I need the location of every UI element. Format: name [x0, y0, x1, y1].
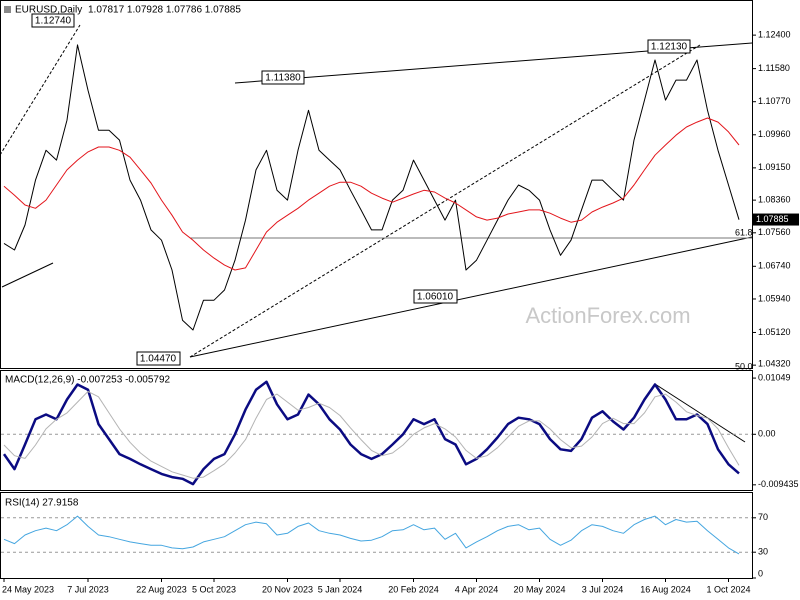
- annotation-box: [647, 39, 691, 54]
- annotation: 1.11380: [265, 73, 301, 84]
- current-price: 1.07885: [756, 214, 789, 224]
- y-tick-label: 0.00: [758, 429, 776, 439]
- x-tick-label: 1 Oct 2024: [706, 584, 750, 594]
- series-line: [3, 515, 740, 555]
- macd-panel: [0, 370, 753, 491]
- annotation: 1.04470: [140, 354, 177, 365]
- y-tick-label: -0.009435: [758, 479, 799, 489]
- trendline: [0, 24, 81, 156]
- rsi-panel: [0, 492, 753, 579]
- y-tick-label: 0: [758, 568, 763, 578]
- y-tick-label: 1.06740: [758, 261, 791, 271]
- x-tick-label: 20 Feb 2024: [388, 584, 439, 594]
- x-tick-label: 3 Jul 2024: [582, 584, 624, 594]
- annotation-box: [261, 70, 305, 85]
- y-tick-label: 1.12400: [758, 30, 791, 40]
- y-tick-label: 1.08360: [758, 195, 791, 205]
- x-tick-label: 5 Jan 2024: [318, 584, 363, 594]
- annotation: 1.06010: [417, 292, 454, 303]
- y-tick-label: 1.10770: [758, 96, 791, 106]
- price-box: [752, 213, 799, 226]
- y-tick-label: 1.04320: [758, 358, 791, 368]
- annotation-box: [31, 13, 75, 28]
- y-tick-label: 1.09150: [758, 162, 791, 172]
- fib-label: 50.0: [735, 361, 753, 371]
- y-tick-label: 1.05120: [758, 327, 791, 337]
- y-tick-label: 0.01049: [758, 372, 791, 382]
- ohlc: 1.07817 1.07928 1.07786 1.07885: [88, 5, 241, 16]
- icon: [4, 6, 11, 13]
- chart-title: EURUSD,Daily: [15, 5, 82, 16]
- trendline: [654, 383, 746, 443]
- trendline: [189, 236, 753, 358]
- series-line: [3, 390, 740, 479]
- x-tick-label: 24 May 2023: [2, 584, 54, 594]
- y-tick-label: 70: [758, 512, 768, 522]
- series-line: [3, 117, 740, 271]
- annotation: 1.12740: [35, 16, 72, 27]
- price-panel: [0, 0, 753, 369]
- watermark: ActionForex.com: [525, 303, 690, 328]
- series-line: [2, 380, 740, 486]
- x-tick-label: 22 Aug 2023: [136, 584, 187, 594]
- series-line: [3, 44, 740, 331]
- x-tick-label: 7 Jul 2023: [67, 584, 109, 594]
- annotation-box: [136, 351, 181, 366]
- x-tick-label: 4 Apr 2024: [455, 584, 499, 594]
- x-tick-label: 20 Nov 2023: [262, 584, 313, 594]
- x-tick-label: 5 Oct 2023: [192, 584, 236, 594]
- y-tick-label: 1.09960: [758, 129, 791, 139]
- x-tick-label: 20 May 2024: [513, 584, 565, 594]
- rsi-title: RSI(14) 27.9158: [5, 498, 79, 509]
- y-tick-label: 1.11580: [758, 63, 790, 73]
- annotation-box: [413, 289, 458, 304]
- annotation: 1.12130: [651, 42, 688, 53]
- y-tick-label: 1.05940: [758, 293, 791, 303]
- y-tick-label: 30: [758, 547, 768, 557]
- fib-label: 61.8: [735, 227, 753, 237]
- x-tick-label: 16 Aug 2024: [640, 584, 691, 594]
- y-tick-label: 1.07560: [758, 227, 791, 237]
- trendline: [1, 262, 54, 288]
- macd-title: MACD(12,26,9) -0.007253 -0.005792: [5, 375, 171, 386]
